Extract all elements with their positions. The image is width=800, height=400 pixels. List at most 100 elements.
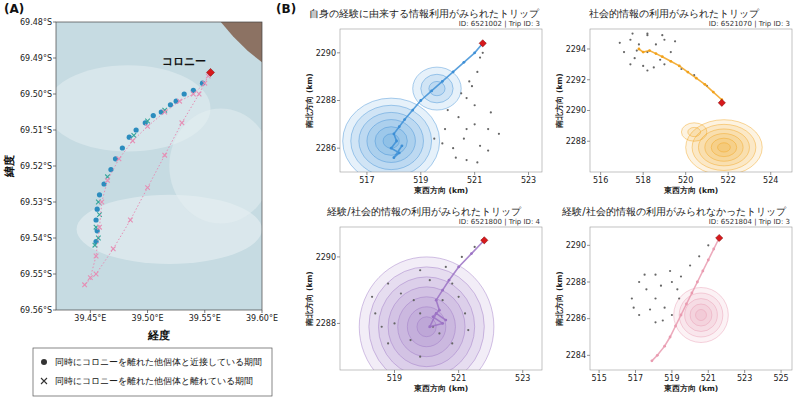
density-contour — [421, 74, 453, 103]
y-tick — [337, 323, 340, 324]
x-tick-label: 523 — [737, 374, 752, 383]
y-tick — [587, 245, 590, 246]
track-point — [97, 225, 102, 230]
track-point — [134, 127, 139, 132]
density-contour — [359, 112, 424, 169]
track-point — [392, 132, 395, 135]
track-point — [419, 99, 422, 102]
grey-point — [629, 39, 631, 41]
density-contour — [696, 310, 707, 321]
grey-point — [646, 34, 648, 36]
grey-point — [645, 288, 647, 290]
y-tick-label: 69.53°S — [20, 198, 52, 207]
grey-point — [680, 275, 682, 277]
frame — [340, 227, 542, 370]
legend: 同時にコロニーを離れた他個体と近接している期間同時にコロニーを離れた他個体と離れ… — [33, 348, 272, 396]
grey-point — [445, 266, 447, 268]
track-point — [93, 217, 98, 222]
y-tick-label: 2286 — [566, 314, 586, 323]
grey-point — [461, 256, 463, 258]
y-tick-label: 2286 — [316, 144, 336, 153]
track-point — [162, 153, 167, 158]
track-line — [430, 240, 485, 326]
x-tick — [643, 172, 644, 175]
x-tick — [90, 310, 91, 313]
y-tick-label: 69.56°S — [20, 306, 52, 315]
track-point — [145, 124, 150, 129]
track-point — [650, 359, 653, 362]
grey-point — [629, 63, 631, 65]
frame — [56, 22, 262, 310]
grey-point — [479, 145, 481, 147]
x-axis-title: 東西方向 (km) — [413, 185, 468, 195]
grey-point — [633, 307, 635, 309]
density-contour — [681, 123, 707, 141]
density-contour — [359, 257, 494, 370]
track-point — [202, 81, 207, 86]
track-point — [111, 247, 116, 252]
y-tick — [53, 310, 56, 311]
track-point — [430, 90, 433, 93]
plot-ground — [590, 227, 792, 370]
grey-point — [476, 161, 478, 163]
x-tick — [685, 172, 686, 175]
track-point — [441, 80, 444, 83]
track-point — [88, 275, 93, 280]
track-point — [642, 51, 645, 54]
grey-point — [409, 339, 411, 341]
y-tick — [337, 256, 340, 257]
track-point — [444, 319, 447, 322]
track-point — [432, 315, 435, 318]
y-tick — [53, 274, 56, 275]
track-point — [197, 92, 202, 97]
y-tick — [587, 79, 590, 80]
grey-point — [663, 39, 665, 41]
land — [221, 22, 262, 62]
track-point — [691, 292, 694, 295]
y-axis-title: 南北方向 (km) — [304, 73, 314, 128]
track-point — [712, 91, 715, 94]
x-tick-label: 524 — [763, 176, 778, 185]
grey-point — [707, 244, 709, 246]
density-contour — [369, 267, 484, 370]
grey-point — [664, 307, 666, 309]
track-point — [145, 185, 150, 190]
grey-point — [452, 147, 454, 149]
x-tick — [671, 370, 672, 373]
plot-area — [56, 22, 262, 310]
grey-point — [654, 321, 656, 323]
y-tick-label: 69.50°S — [20, 90, 52, 99]
grey-point — [487, 128, 489, 130]
y-axis-title: 南北方向 (km) — [554, 73, 564, 128]
plot-area — [340, 227, 542, 370]
grey-point — [455, 157, 457, 159]
track-point — [94, 272, 99, 277]
y-tick — [337, 52, 340, 53]
density-contour — [674, 288, 729, 343]
track-point — [162, 110, 167, 115]
grey-point — [419, 269, 421, 271]
x-tick — [458, 370, 459, 373]
grey-point — [623, 51, 625, 53]
grey-point — [458, 296, 460, 298]
grey-point — [387, 342, 389, 344]
id-label: ID: 6521070 | Trip ID: 3 — [709, 20, 790, 28]
track-point — [712, 248, 715, 251]
density-contour — [388, 287, 465, 367]
track-point — [395, 140, 398, 143]
grey-point — [663, 63, 665, 65]
y-axis-title: 南北方向 (km) — [304, 271, 314, 326]
grey-point — [661, 34, 663, 36]
grey-point — [467, 329, 469, 331]
x-tick — [366, 172, 367, 175]
density-contour — [711, 138, 737, 156]
track-point — [696, 281, 699, 284]
y-axis-title: 緯度 — [3, 155, 16, 178]
track-point — [401, 144, 404, 147]
panel-label: (A) — [4, 2, 24, 16]
colony-marker — [716, 234, 723, 241]
y-tick — [337, 148, 340, 149]
x-tick-label: 517 — [359, 176, 374, 185]
track-point — [441, 289, 444, 292]
density-contour — [367, 120, 415, 163]
